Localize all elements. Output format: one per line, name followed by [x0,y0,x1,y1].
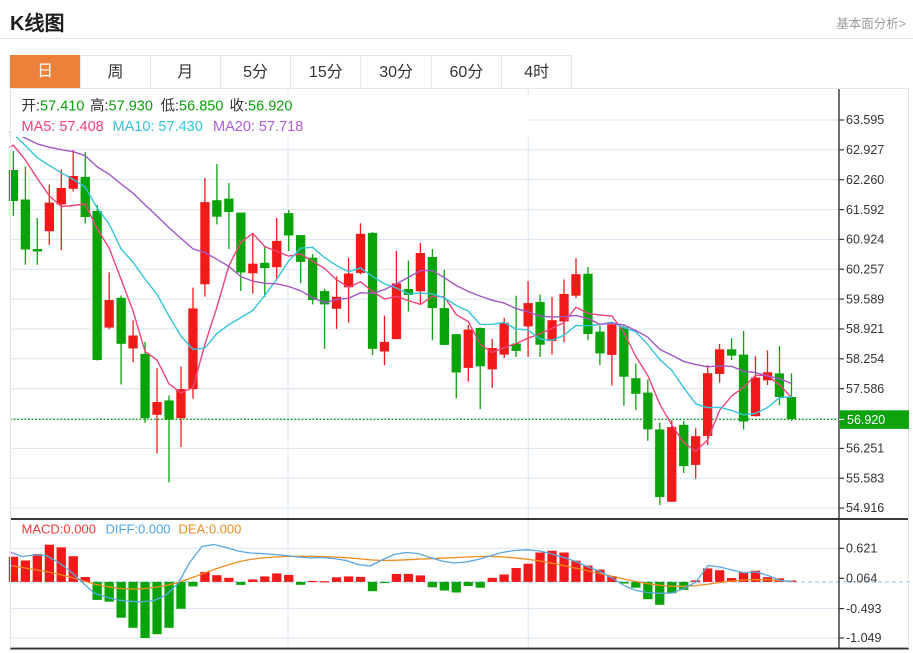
svg-text:62.927: 62.927 [846,143,884,157]
svg-text:56.920: 56.920 [847,413,885,427]
svg-text:-0.493: -0.493 [846,602,881,616]
svg-text:63.595: 63.595 [846,113,884,127]
svg-text:55.583: 55.583 [846,471,884,485]
svg-text:58.921: 58.921 [846,322,884,336]
svg-text:-1.049: -1.049 [846,631,881,645]
svg-text:59.589: 59.589 [846,292,884,306]
svg-text:57.586: 57.586 [846,382,884,396]
svg-text:60.257: 60.257 [846,262,884,276]
svg-text:0.064: 0.064 [846,572,877,586]
svg-text:56.251: 56.251 [846,442,884,456]
svg-text:0.621: 0.621 [846,542,877,556]
svg-text:60.924: 60.924 [846,233,884,247]
svg-text:62.260: 62.260 [846,173,884,187]
svg-text:58.254: 58.254 [846,352,884,366]
svg-text:61.592: 61.592 [846,203,884,217]
svg-text:54.916: 54.916 [846,501,884,515]
